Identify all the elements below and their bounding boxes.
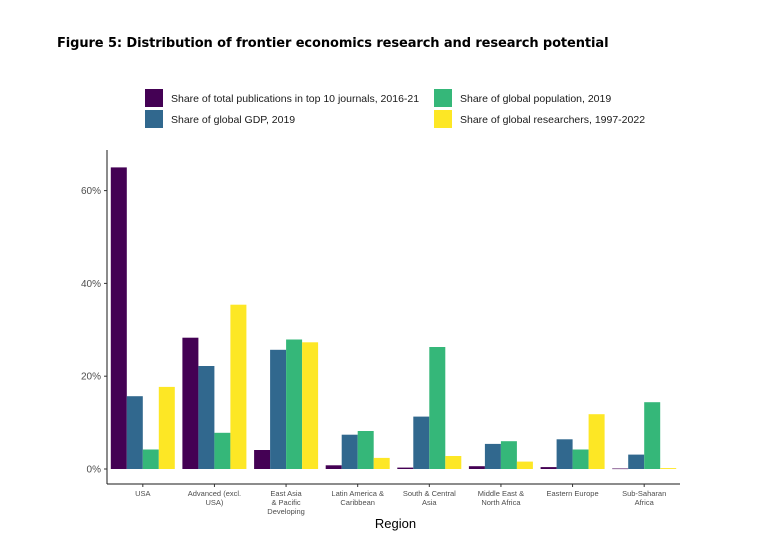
bar-series2-cat5 (413, 416, 430, 469)
y-tick-label: 60% (81, 186, 101, 197)
bar-series1-cat6 (468, 466, 485, 469)
bar-series1-cat2 (182, 337, 199, 469)
bar-series4-cat5 (445, 456, 462, 469)
x-tick-label: Eastern Europe (547, 489, 599, 498)
x-tick-label: Middle East & North Africa (478, 489, 524, 507)
x-tick-label: Advanced (excl. USA) (188, 489, 241, 507)
bar-series2-cat1 (126, 396, 143, 469)
bar-series4-cat7 (588, 414, 605, 469)
bar-series1-cat7 (540, 467, 557, 469)
bar-series4-cat8 (660, 468, 677, 469)
axes: 0% 20% 40% 60% USA Advanced (excl. USA) East As… (81, 150, 680, 531)
legend-key-series2 (145, 110, 163, 128)
bar-series1-cat8 (612, 468, 629, 470)
bar-series2-cat8 (628, 454, 645, 469)
legend: Share of total publications in top 10 jo… (145, 89, 645, 128)
x-tick-label: South & Central Asia (403, 489, 456, 507)
bar-series1-cat3 (254, 450, 271, 469)
bar-series2-cat4 (341, 434, 358, 469)
bar-series3-cat5 (429, 347, 446, 469)
bar-series2-cat3 (270, 349, 287, 469)
legend-label-series2: Share of global GDP, 2019 (171, 114, 295, 126)
bar-series4-cat2 (230, 304, 247, 469)
legend-label-series3: Share of global population, 2019 (460, 93, 611, 105)
bar-series3-cat4 (357, 431, 374, 469)
bar-series3-cat1 (142, 449, 159, 469)
bar-series3-cat2 (214, 432, 231, 469)
bar-series2-cat2 (198, 366, 215, 469)
bar-series1-cat4 (325, 465, 342, 469)
bar-series1-cat5 (397, 467, 414, 469)
legend-key-series1 (145, 89, 163, 107)
bar-series4-cat6 (516, 461, 533, 469)
bar-series2-cat6 (484, 443, 501, 469)
x-tick-label: USA (135, 489, 150, 498)
bar-series4-cat1 (158, 386, 175, 469)
bar-series2-cat7 (556, 439, 573, 469)
bar-series3-cat3 (286, 339, 303, 469)
legend-key-series3 (434, 89, 452, 107)
bars (110, 167, 677, 470)
x-tick-label: Latin America & Caribbean (331, 489, 384, 507)
x-tick-label: East Asia & Pacific Developing (267, 489, 305, 516)
y-tick-label: 20% (81, 372, 101, 383)
bar-series3-cat7 (572, 449, 589, 469)
x-axis-title: Region (375, 516, 416, 531)
bar-series1-cat1 (110, 167, 127, 469)
legend-key-series4 (434, 110, 452, 128)
bar-series3-cat8 (644, 402, 661, 469)
y-tick-label: 40% (81, 279, 101, 290)
x-tick-label: Sub-Saharan Africa (622, 489, 666, 507)
legend-label-series4: Share of global researchers, 1997-2022 (460, 114, 645, 126)
y-tick-label: 0% (87, 465, 102, 476)
bar-series4-cat4 (373, 457, 390, 469)
legend-label-series1: Share of total publications in top 10 jo… (171, 93, 419, 105)
bar-series4-cat3 (302, 342, 319, 469)
bar-series3-cat6 (500, 441, 517, 469)
figure-title: Figure 5: Distribution of frontier econo… (57, 36, 609, 51)
